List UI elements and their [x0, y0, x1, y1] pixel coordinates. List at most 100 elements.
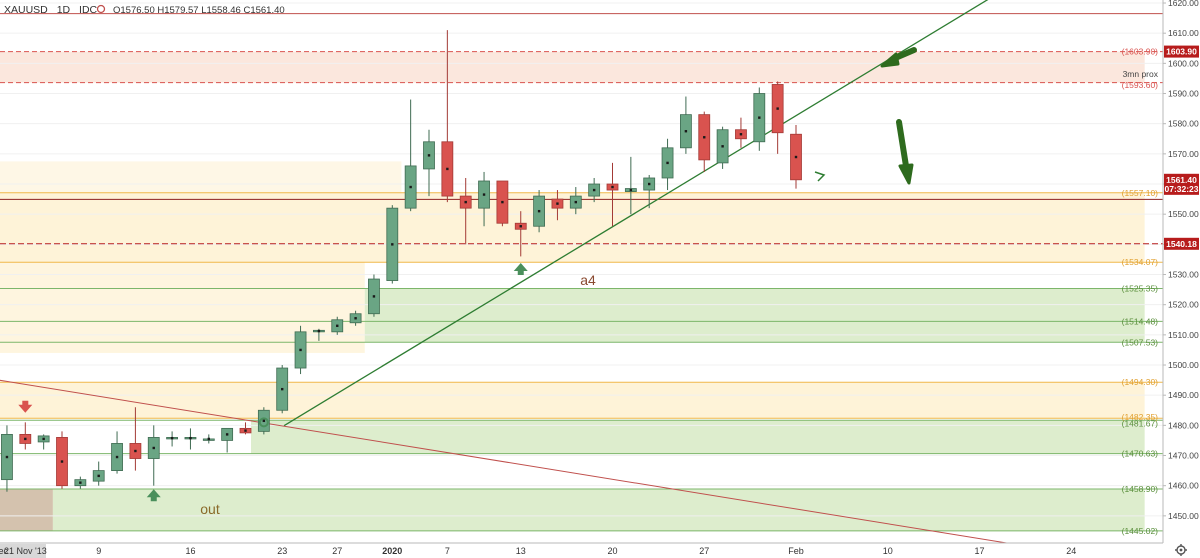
candle-dot [170, 436, 174, 440]
candle-dot [794, 155, 798, 159]
price-badge-text: 07:32:23 [1164, 184, 1198, 194]
candle-dot [189, 436, 192, 440]
candle-dot [684, 130, 688, 133]
date-tick-label: 2020 [382, 546, 402, 556]
candle-up [533, 190, 545, 233]
candle-up [37, 434, 50, 450]
candle-up [257, 407, 270, 435]
price-badge-text: 1561.40 [1166, 175, 1197, 185]
candle-dot [574, 200, 577, 204]
candle-dot [666, 161, 669, 165]
candle-dot [262, 419, 266, 423]
price-axis[interactable]: 1450.00 1460.00 1470.00 1480.00 1490.00 1500.… [1162, 0, 1200, 543]
candle-down [790, 124, 802, 189]
price-badge-text: 1540.18 [1166, 239, 1197, 249]
first-date-badge [0, 544, 46, 558]
date-tick-label: 27 [699, 546, 709, 556]
annotation-arrow-left-icon [880, 47, 917, 68]
zone [0, 382, 1145, 419]
zone [0, 262, 365, 353]
price-badge-bg [1164, 45, 1199, 58]
price-tick-label: 1520.00 [1168, 300, 1199, 310]
candle-up [716, 126, 729, 169]
settings-gear-icon[interactable] [1175, 544, 1187, 556]
candle-dot [537, 209, 541, 213]
candle-dot [60, 460, 64, 463]
candle-up [312, 328, 325, 341]
time-axis[interactable]: 21 Nov '13 ec 9 16 23 27 2020 7 13 20 27 Feb 10 17 24 [0, 542, 1200, 558]
candle-up [588, 177, 601, 203]
circle-marker-icon [258, 417, 269, 428]
price-tick-label: 1510.00 [1168, 330, 1199, 340]
price-tick-label: 1550.00 [1168, 209, 1199, 219]
candle-dot [24, 437, 27, 441]
candle-down [551, 190, 564, 221]
symbol-legend[interactable]: XAUUSD 1D IDC O1576.50 H1579.57 L1558.46… [4, 4, 285, 16]
candle-dot [758, 116, 761, 119]
zone [0, 161, 402, 193]
candle-dot [281, 387, 284, 391]
arrow-up-marker-icon [513, 262, 528, 275]
level-label: (1482.35) [1122, 412, 1159, 422]
candle-up [1, 425, 13, 492]
candle-dot [703, 136, 706, 139]
date-tick-label: 9 [96, 546, 101, 556]
candle-up [386, 205, 399, 284]
date-tick-label: 16 [185, 546, 195, 556]
candle-up [661, 138, 674, 191]
candle-down [19, 422, 32, 450]
out-label: out [200, 501, 220, 517]
candle-down [735, 117, 747, 148]
candle-down [698, 111, 711, 172]
candle-up [184, 428, 197, 450]
first-date-label: 21 Nov '13 [4, 546, 47, 556]
ohlc-values: O1576.50 H1579.57 L1558.46 C1561.40 [113, 5, 285, 16]
level-label: (1481.67) [1122, 419, 1159, 429]
zone [0, 489, 53, 531]
price-badge: 1540.18 [1164, 237, 1199, 250]
price-tick-label: 1570.00 [1168, 149, 1199, 159]
zone [364, 288, 1145, 343]
arrow-up-marker-icon [146, 489, 161, 502]
candle-dot [299, 348, 302, 352]
candle-up [569, 187, 582, 215]
candle-down [441, 30, 454, 203]
candle-up [331, 316, 344, 335]
candle-up [221, 427, 234, 453]
price-tick-label: 1610.00 [1168, 28, 1199, 38]
zone [251, 420, 1145, 454]
candle-dot [372, 295, 376, 298]
candle-up [680, 96, 692, 154]
date-tick-label: ec [0, 546, 9, 556]
candle-dot [739, 133, 743, 136]
candle-up [753, 87, 766, 151]
levels-layer [0, 13, 1163, 532]
price-badge-text: 1603.90 [1166, 47, 1197, 57]
date-tick-label: Feb [788, 546, 804, 556]
level-label: (1445.02) [1122, 526, 1159, 536]
date-tick-label: 27 [332, 546, 342, 556]
price-tick-label: 1480.00 [1168, 420, 1199, 430]
candle-dot [207, 437, 210, 441]
candle-dot [556, 202, 559, 205]
annotation-arrow-down-icon [896, 119, 914, 185]
price-badge-bg [1164, 237, 1199, 250]
status-icon [96, 4, 106, 14]
price-badge: 1603.90 [1164, 45, 1199, 58]
data-source: IDC [79, 4, 98, 16]
candle-up [111, 431, 123, 474]
date-tick-label: 10 [883, 546, 893, 556]
price-tick-label: 1620.00 [1168, 0, 1199, 8]
candle-down [606, 162, 619, 227]
price-tick-label: 1530.00 [1168, 270, 1199, 280]
candle-dot [97, 474, 100, 478]
level-label: (1458.90) [1122, 484, 1159, 494]
candle-down [459, 177, 472, 245]
level-label: (1593.60) [1122, 80, 1159, 90]
candle-dot [336, 324, 339, 327]
candle-up [624, 156, 637, 215]
candle-dot [244, 429, 247, 432]
candle-up [478, 171, 490, 227]
price-badge: 07:32:23 [1164, 182, 1199, 195]
